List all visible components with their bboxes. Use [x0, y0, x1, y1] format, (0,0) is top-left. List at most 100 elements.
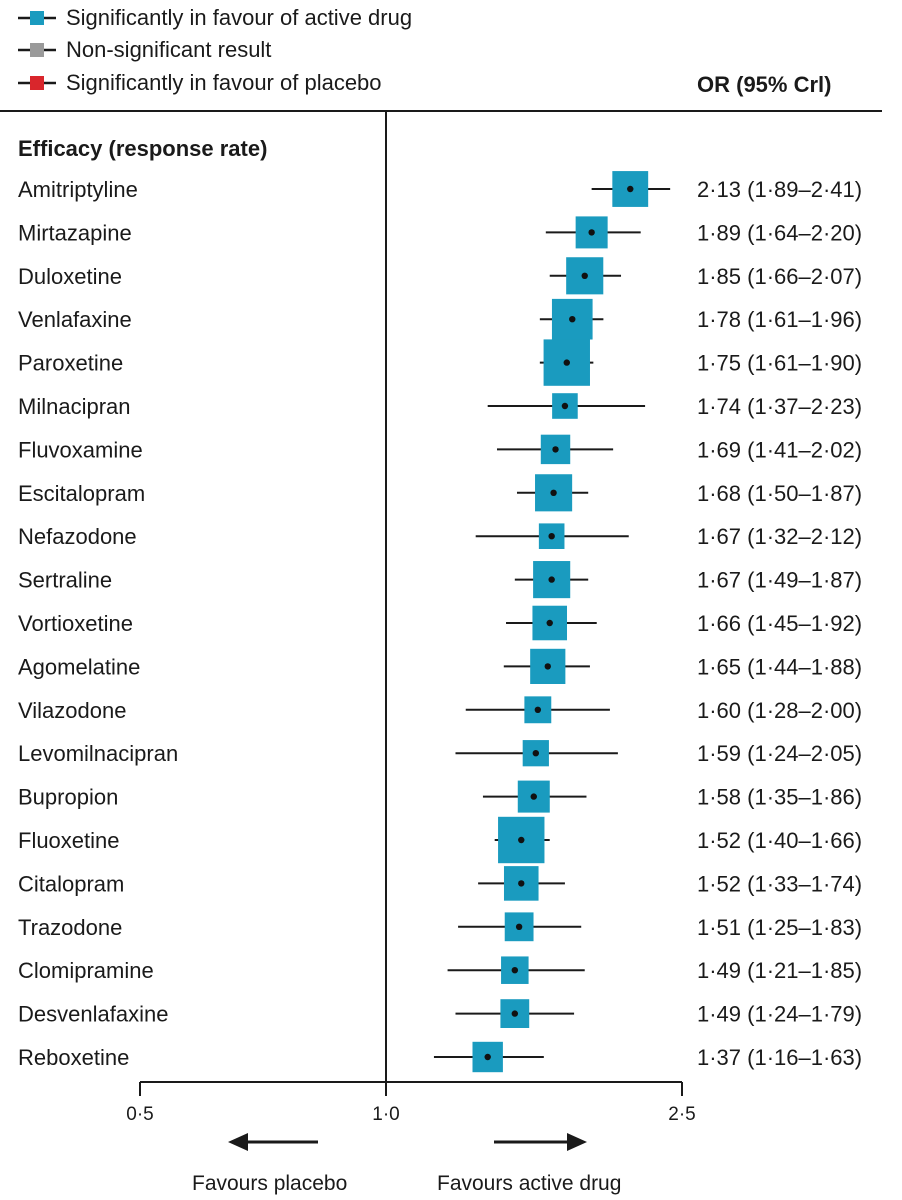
- forest-row: Agomelatine 1·65 (1·44–1·88): [18, 648, 862, 684]
- drug-label: Bupropion: [18, 785, 118, 810]
- column-header: OR (95% Crl): [697, 72, 831, 97]
- or-label: 1·85 (1·66–2·07): [697, 264, 862, 289]
- or-label: 1·37 (1·16–1·63): [697, 1045, 862, 1070]
- forest-row: Trazodone 1·51 (1·25–1·83): [18, 912, 862, 942]
- point-estimate: [588, 229, 595, 236]
- section-title: Efficacy (response rate): [18, 136, 267, 161]
- forest-rows: Amitriptyline 2·13 (1·89–2·41) Mirtazapine…: [18, 171, 862, 1073]
- drug-label: Mirtazapine: [18, 220, 132, 245]
- drug-label: Nefazodone: [18, 524, 137, 549]
- drug-label: Levomilnacipran: [18, 741, 178, 766]
- or-label: 1·52 (1·40–1·66): [697, 828, 862, 853]
- drug-label: Duloxetine: [18, 264, 122, 289]
- or-label: 1·74 (1·37–2·23): [697, 394, 862, 419]
- arrowhead-left-icon: [228, 1133, 248, 1151]
- drug-label: Amitriptyline: [18, 177, 138, 202]
- forest-row: Vilazodone 1·60 (1·28–2·00): [18, 696, 862, 724]
- or-label: 1·75 (1·61–1·90): [697, 351, 862, 376]
- point-estimate: [546, 619, 553, 627]
- point-estimate: [511, 1010, 519, 1017]
- or-label: 2·13 (1·89–2·41): [697, 177, 862, 202]
- forest-row: Sertraline 1·67 (1·49–1·87): [18, 561, 862, 599]
- point-estimate: [561, 402, 569, 410]
- point-estimate: [532, 750, 540, 757]
- drug-label: Clomipramine: [18, 958, 154, 983]
- point-estimate: [530, 793, 537, 800]
- point-estimate: [548, 576, 555, 583]
- forest-row: Mirtazapine 1·89 (1·64–2·20): [18, 216, 862, 249]
- drug-label: Escitalopram: [18, 481, 145, 506]
- or-label: 1·60 (1·28–2·00): [697, 698, 862, 723]
- forest-row: Amitriptyline 2·13 (1·89–2·41): [18, 171, 862, 207]
- x-axis: 0·5 1·0 2·5: [126, 1081, 696, 1125]
- legend-item-placebo: Significantly in favour of placebo: [18, 70, 382, 95]
- or-label: 1·66 (1·45–1·92): [697, 611, 862, 636]
- x-tick-label: 2·5: [668, 1104, 695, 1125]
- drug-label: Agomelatine: [18, 654, 140, 679]
- legend-label-active: Significantly in favour of active drug: [66, 5, 412, 30]
- point-estimate: [515, 923, 523, 930]
- point-estimate: [534, 706, 542, 713]
- drug-label: Vilazodone: [18, 698, 126, 723]
- or-label: 1·89 (1·64–2·20): [697, 220, 862, 245]
- or-label: 1·68 (1·50–1·87): [697, 481, 862, 506]
- favours-active-label: Favours active drug: [437, 1172, 621, 1195]
- point-estimate: [484, 1053, 491, 1061]
- forest-row: Venlafaxine 1·78 (1·61–1·96): [18, 298, 862, 340]
- point-estimate: [550, 489, 557, 496]
- legend-swatch-nonsignificant-icon: [30, 43, 44, 57]
- forest-row: Paroxetine 1·75 (1·61–1·90): [18, 339, 862, 386]
- point-estimate: [581, 272, 588, 279]
- favours-placebo-label: Favours placebo: [192, 1172, 347, 1195]
- point-estimate: [518, 880, 525, 887]
- drug-label: Trazodone: [18, 915, 122, 940]
- drug-label: Sertraline: [18, 568, 112, 593]
- or-label: 1·67 (1·32–2·12): [697, 524, 862, 549]
- forest-row: Reboxetine 1·37 (1·16–1·63): [18, 1041, 862, 1073]
- drug-label: Venlafaxine: [18, 307, 132, 332]
- drug-label: Paroxetine: [18, 351, 123, 376]
- legend-label-placebo: Significantly in favour of placebo: [66, 70, 382, 95]
- point-estimate: [544, 663, 551, 670]
- forest-row: Fluvoxamine 1·69 (1·41–2·02): [18, 434, 862, 465]
- forest-row: Fluoxetine 1·52 (1·40–1·66): [18, 816, 862, 864]
- favours-active: Favours active drug: [437, 1133, 621, 1195]
- drug-label: Vortioxetine: [18, 611, 133, 636]
- forest-row: Citalopram 1·52 (1·33–1·74): [18, 866, 862, 901]
- forest-row: Bupropion 1·58 (1·35–1·86): [18, 780, 862, 813]
- legend-label-nonsignificant: Non-significant result: [66, 37, 271, 62]
- favours-placebo: Favours placebo: [192, 1133, 347, 1195]
- drug-label: Milnacipran: [18, 394, 131, 419]
- or-label: 1·52 (1·33–1·74): [697, 871, 862, 896]
- or-label: 1·49 (1·24–1·79): [697, 1002, 862, 1027]
- x-tick-label: 1·0: [372, 1104, 399, 1125]
- or-label: 1·69 (1·41–2·02): [697, 437, 862, 462]
- or-label: 1·67 (1·49–1·87): [697, 568, 862, 593]
- point-estimate: [518, 836, 525, 844]
- forest-row: Vortioxetine 1·66 (1·45–1·92): [18, 605, 862, 641]
- drug-label: Reboxetine: [18, 1045, 129, 1070]
- point-estimate: [627, 185, 634, 193]
- forest-row: Duloxetine 1·85 (1·66–2·07): [18, 257, 862, 295]
- point-estimate: [552, 446, 559, 453]
- or-label: 1·58 (1·35–1·86): [697, 785, 862, 810]
- point-estimate: [511, 967, 519, 974]
- forest-row: Desvenlafaxine 1·49 (1·24–1·79): [18, 999, 862, 1028]
- point-estimate: [563, 359, 570, 366]
- or-label: 1·59 (1·24–2·05): [697, 741, 862, 766]
- forest-row: Escitalopram 1·68 (1·50–1·87): [18, 474, 862, 512]
- or-label: 1·49 (1·21–1·85): [697, 958, 862, 983]
- forest-row: Milnacipran 1·74 (1·37–2·23): [18, 393, 862, 419]
- drug-label: Desvenlafaxine: [18, 1002, 168, 1027]
- or-label: 1·78 (1·61–1·96): [697, 307, 862, 332]
- forest-row: Levomilnacipran 1·59 (1·24–2·05): [18, 740, 862, 767]
- legend: Significantly in favour of active drug N…: [18, 5, 412, 95]
- legend-swatch-placebo-icon: [30, 76, 44, 90]
- legend-item-nonsignificant: Non-significant result: [18, 37, 271, 62]
- drug-label: Citalopram: [18, 871, 124, 896]
- arrowhead-right-icon: [567, 1133, 587, 1151]
- point-estimate: [548, 533, 555, 540]
- drug-label: Fluoxetine: [18, 828, 120, 853]
- forest-row: Clomipramine 1·49 (1·21–1·85): [18, 956, 862, 984]
